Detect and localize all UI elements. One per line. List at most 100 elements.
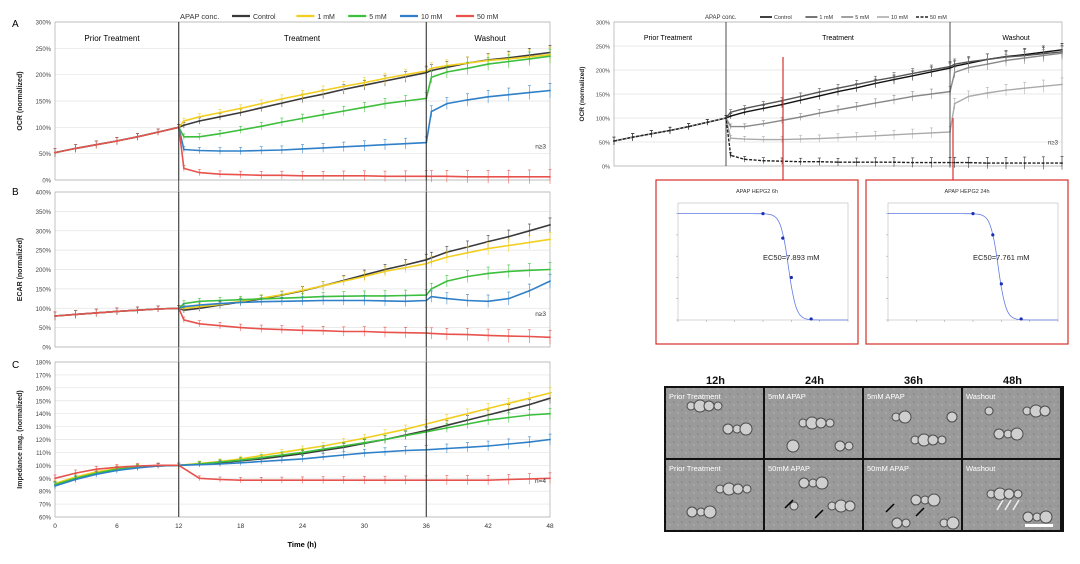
x-tick-label: 30 xyxy=(361,523,369,530)
cell-blob xyxy=(786,439,800,453)
data-point xyxy=(183,124,185,127)
data-point xyxy=(239,326,242,329)
data-point xyxy=(301,329,304,332)
data-point xyxy=(507,416,510,419)
data-point xyxy=(1023,162,1026,165)
data-point xyxy=(549,336,551,339)
data-point xyxy=(404,428,407,431)
data-point xyxy=(301,479,304,482)
y-tick-label: 180% xyxy=(36,361,52,367)
data-point xyxy=(818,95,821,97)
data-point xyxy=(95,143,98,146)
data-point xyxy=(384,299,386,302)
data-point xyxy=(893,98,895,101)
data-point xyxy=(322,89,325,92)
micrograph-time-header: 48h xyxy=(1003,375,1022,387)
micrograph-time-header: 36h xyxy=(904,375,923,387)
y-tick-label: 160% xyxy=(36,386,52,392)
data-point xyxy=(183,305,185,308)
data-point xyxy=(613,140,615,142)
inset-point xyxy=(789,275,793,280)
legend-title: APAP conc. xyxy=(180,12,219,21)
cell-blob xyxy=(798,477,810,489)
data-point xyxy=(219,173,221,176)
data-point xyxy=(322,174,325,177)
inset-point xyxy=(781,236,785,240)
data-point xyxy=(445,479,448,482)
cell-blob xyxy=(910,494,922,506)
data-point xyxy=(528,441,531,443)
legend-bw-label-4: 50 mM xyxy=(930,15,947,21)
data-point xyxy=(528,414,531,416)
inset-ec50-label: EC50=7.761 mM xyxy=(973,253,1030,262)
data-point xyxy=(687,125,690,128)
data-point xyxy=(322,284,325,287)
data-point xyxy=(404,142,407,145)
x-tick-label: 12 xyxy=(175,523,183,530)
data-point xyxy=(549,477,551,480)
data-point xyxy=(322,479,325,482)
y-tick-label: 200% xyxy=(36,268,52,274)
data-point xyxy=(466,299,469,302)
arrow-marker xyxy=(885,503,895,513)
data-point xyxy=(384,143,386,146)
data-point xyxy=(301,299,304,302)
data-point xyxy=(74,313,77,316)
inset-title: APAP HEPG2 6h xyxy=(736,189,778,195)
y-tick-label: 100% xyxy=(596,117,610,123)
inset-point xyxy=(991,233,995,237)
data-point xyxy=(549,268,551,271)
data-point xyxy=(280,479,283,482)
bw-phase-prior-label: Prior Treatment xyxy=(644,35,692,42)
data-point xyxy=(430,67,433,70)
data-point xyxy=(445,447,448,450)
data-point xyxy=(445,102,448,105)
legend-bw: APAP conc. Control 1 mM 5 mM 10 mM 50 mM xyxy=(705,15,947,21)
legend-label-3: 10 mM xyxy=(421,14,443,21)
data-point xyxy=(384,331,386,334)
legend-label-2: 5 mM xyxy=(369,14,387,21)
data-point xyxy=(95,312,98,314)
data-point xyxy=(445,333,448,336)
data-point xyxy=(549,224,551,226)
legend-bw-label-0: Control xyxy=(774,15,792,21)
data-point xyxy=(507,270,510,273)
data-point xyxy=(911,72,914,75)
data-point xyxy=(507,443,510,445)
data-point xyxy=(322,329,325,332)
data-point xyxy=(239,150,242,152)
data-point xyxy=(762,122,765,125)
y-tick-label: 140% xyxy=(36,412,52,418)
data-point xyxy=(239,129,242,131)
data-point xyxy=(322,299,325,302)
y-axis-label: OCR (normalized) xyxy=(17,71,24,130)
data-point xyxy=(874,134,877,137)
data-point xyxy=(260,174,263,177)
data-point xyxy=(198,300,201,303)
data-point xyxy=(404,300,407,303)
micrograph-label: Washout xyxy=(966,392,996,401)
y-tick-label: 0% xyxy=(42,346,51,352)
data-point xyxy=(239,301,242,304)
data-point xyxy=(322,146,325,149)
data-point xyxy=(280,454,283,456)
data-point xyxy=(260,106,263,109)
data-point xyxy=(74,472,77,474)
y-tick-label: 250% xyxy=(36,249,52,255)
data-point xyxy=(74,478,77,481)
data-point xyxy=(706,121,709,124)
y-tick-label: 150% xyxy=(36,399,52,405)
data-point xyxy=(528,397,531,400)
data-point xyxy=(1005,59,1007,62)
arrow-marker xyxy=(814,509,824,519)
data-point xyxy=(342,85,345,88)
data-point xyxy=(115,469,118,472)
data-point xyxy=(986,162,989,165)
data-point xyxy=(239,107,242,110)
micrograph-label: 5mM APAP xyxy=(867,392,905,401)
cell-blob xyxy=(732,483,744,495)
chart-impedance-color: 60% 70% 80% 90% 100% 110% 120% 130% 140% 150% 160%… xyxy=(17,361,552,522)
data-point xyxy=(260,456,263,459)
data-point xyxy=(445,175,448,178)
data-point xyxy=(953,161,956,164)
